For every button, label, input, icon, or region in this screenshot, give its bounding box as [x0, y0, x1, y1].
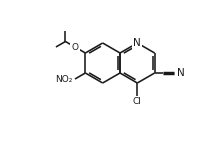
Text: NO₂: NO₂ — [56, 74, 73, 84]
Text: O: O — [71, 42, 78, 52]
Text: Cl: Cl — [133, 97, 142, 107]
Text: N: N — [133, 38, 141, 48]
Text: N: N — [177, 68, 184, 78]
